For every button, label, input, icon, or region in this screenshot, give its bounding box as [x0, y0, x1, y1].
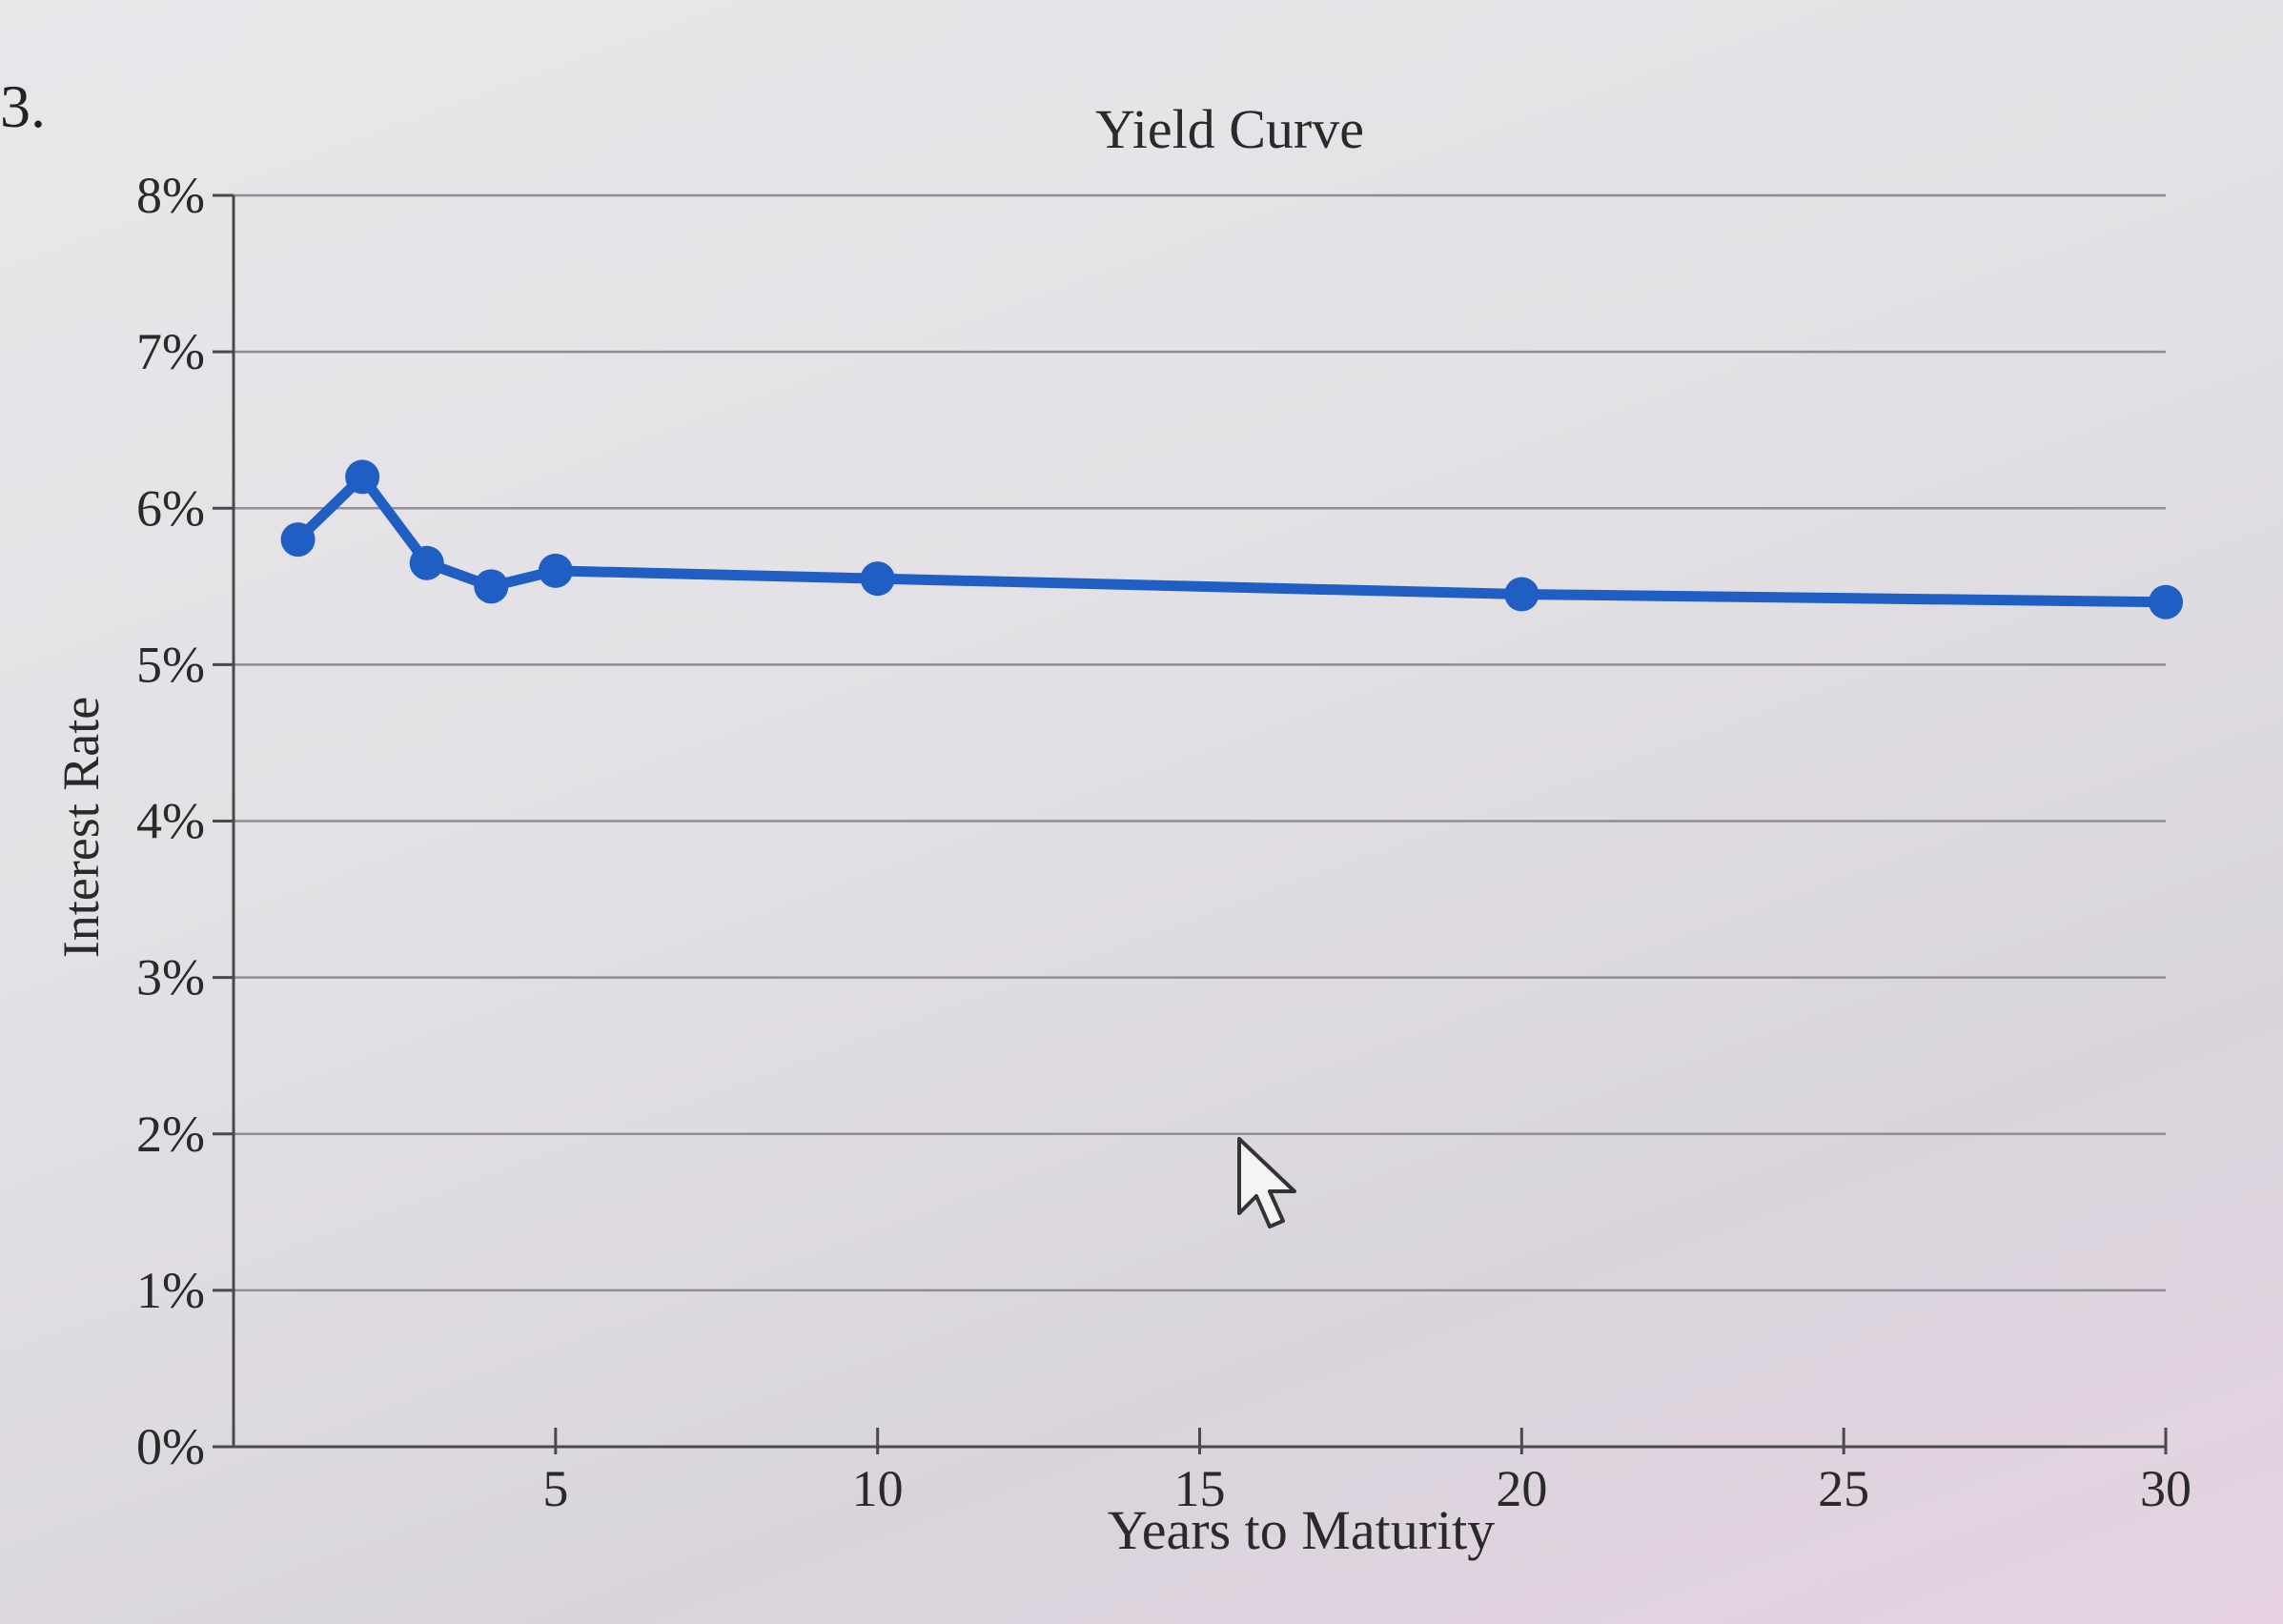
data-point-30y	[2149, 584, 2183, 619]
y-tick-label-6: 6%	[136, 479, 205, 537]
data-point-10y	[860, 561, 895, 597]
data-point-5y	[538, 553, 573, 588]
mouse-pointer-icon	[1237, 1137, 1296, 1228]
y-tick-label-8: 8%	[136, 167, 205, 224]
data-point-2y	[345, 459, 380, 495]
axes	[213, 193, 2168, 1454]
y-tick-label-7: 7%	[136, 323, 205, 380]
y-tick-label-1: 1%	[136, 1262, 205, 1319]
y-tick-label-5: 5%	[136, 636, 205, 693]
x-tick-label-10: 10	[852, 1460, 904, 1517]
question-number: 3.	[0, 72, 46, 140]
data-point-3y	[409, 545, 444, 580]
data-point-4y	[474, 569, 509, 604]
chart-title: Yield Curve	[1095, 98, 1364, 160]
x-tick-label-30: 30	[2140, 1460, 2191, 1517]
y-tick-label-3: 3%	[136, 949, 205, 1006]
x-tick-label-25: 25	[1818, 1460, 1869, 1517]
x-axis-label: Years to Maturity	[1108, 1499, 1496, 1561]
data-point-1y	[280, 522, 316, 558]
x-tick-labels: 5 10 15 20 25 30	[542, 1460, 2191, 1517]
y-tick-label-0: 0%	[136, 1418, 205, 1475]
x-tick-label-15: 15	[1174, 1460, 1226, 1517]
y-tick-label-4: 4%	[136, 793, 205, 850]
y-tick-labels: 0% 1% 2% 3% 4% 5% 6% 7% 8%	[136, 167, 205, 1475]
data-point-20y	[1504, 577, 1539, 612]
y-axis-label: Interest Rate	[52, 697, 110, 958]
y-tick-label-2: 2%	[136, 1106, 205, 1163]
series-yield-curve	[280, 459, 2183, 619]
x-tick-label-20: 20	[1496, 1460, 1547, 1517]
series-line-0	[293, 471, 2171, 608]
x-tick-label-5: 5	[542, 1460, 568, 1517]
grid-lines	[234, 193, 2166, 1292]
